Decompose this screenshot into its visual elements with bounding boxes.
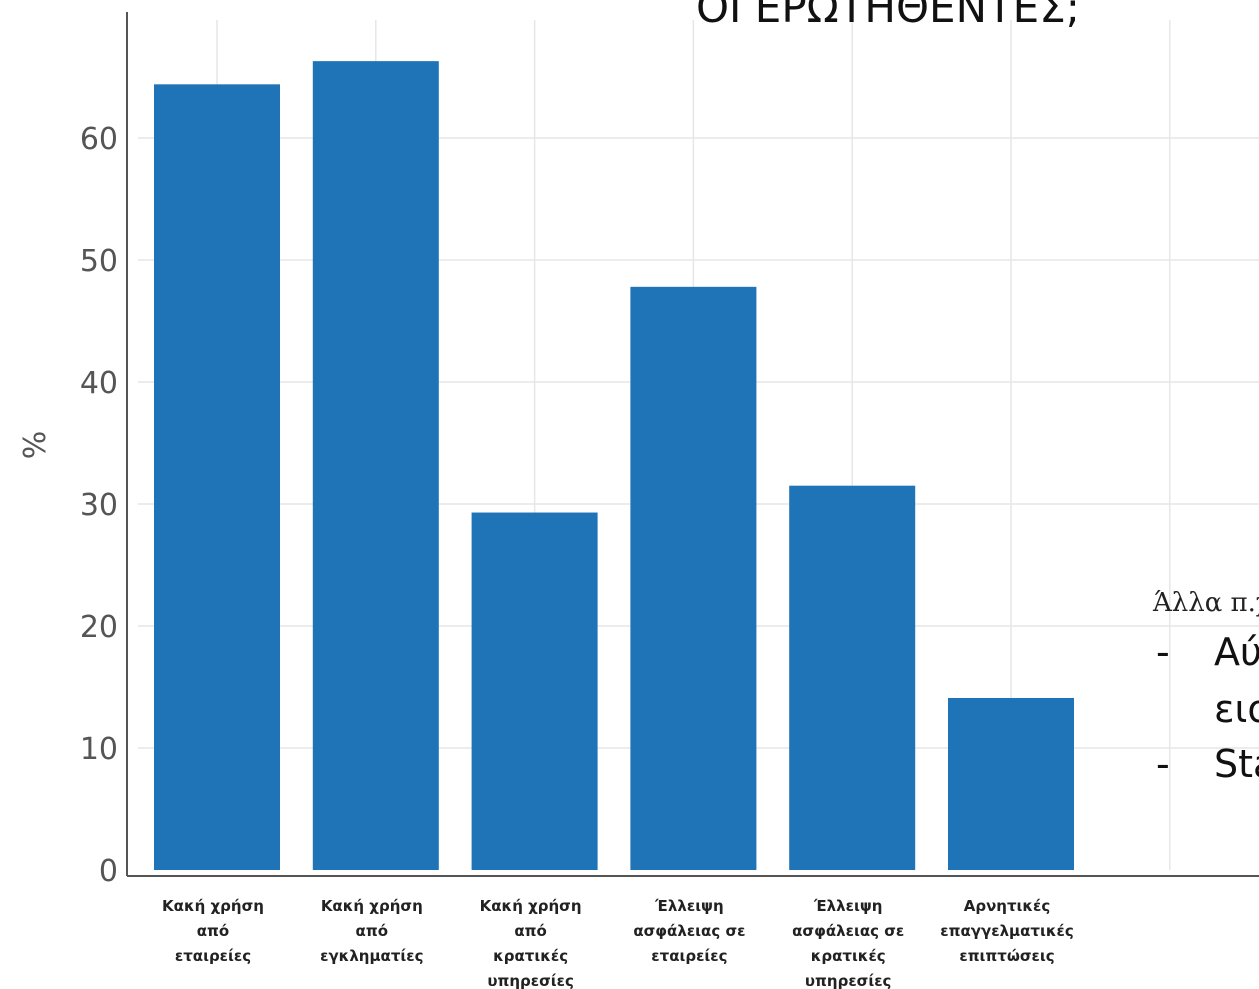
- bar: [789, 485, 916, 870]
- side-note: Άλλα π.χ - Αύ ειο - Sta: [1152, 588, 1259, 786]
- bar-layer: [154, 61, 1074, 871]
- side-note-line-1: Αύ: [1214, 630, 1259, 674]
- x-tick-label: Έλλειψη ασφάλειας σε κρατικές υπηρεσίες: [792, 897, 904, 989]
- y-tick-label: 30: [80, 488, 118, 523]
- x-tick-label: Κακή χρήση από εγκληματίες: [320, 897, 423, 965]
- side-note-bullet-1: -: [1156, 630, 1170, 674]
- axis-layer: [126, 12, 1259, 877]
- x-tick-label: Κακή χρήση από εταιρείες: [162, 897, 264, 965]
- chart-title: ΟΙ ΕΡΩΤΗΘΕΝΤΕΣ;: [696, 0, 1080, 32]
- x-tick-label: Έλλειψη ασφάλειας σε εταιρείες: [633, 897, 745, 965]
- y-tick-label: 60: [80, 122, 118, 157]
- y-tick-label: 40: [80, 366, 118, 401]
- y-axis-label: %: [18, 431, 53, 460]
- x-tick-label: Αρνητικές επαγγελματικές επιπτώσεις: [940, 897, 1073, 965]
- side-note-label: Άλλα π.χ: [1152, 588, 1259, 618]
- y-tick-label: 10: [80, 732, 118, 767]
- bar: [471, 512, 598, 870]
- y-tick-labels: 0 10 20 30 40 50 60: [80, 122, 118, 889]
- y-tick-label: 20: [80, 610, 118, 645]
- side-note-line-2: ειο: [1214, 687, 1259, 731]
- bar: [630, 286, 757, 871]
- bar: [312, 61, 439, 870]
- y-tick-label: 0: [99, 854, 118, 889]
- side-note-bullet-3: -: [1156, 742, 1170, 786]
- x-tick-labels: Κακή χρήση από εταιρείες Κακή χρήση από εγκλη…: [162, 897, 1074, 989]
- x-tick-label: Κακή χρήση από κρατικές υπηρεσίες: [480, 897, 582, 989]
- y-tick-label: 50: [80, 244, 118, 279]
- bar: [948, 697, 1074, 870]
- bar: [154, 84, 280, 870]
- side-note-line-3: Sta: [1214, 742, 1259, 786]
